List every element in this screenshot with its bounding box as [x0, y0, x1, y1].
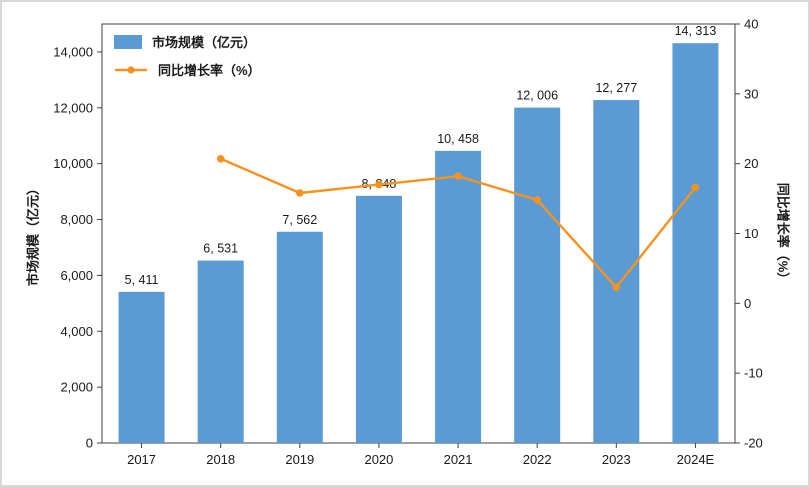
left-axis-tick-label: 6,000 [60, 268, 93, 283]
bar-value-label-2019: 7, 562 [282, 213, 317, 227]
growth-rate-point-2021 [454, 172, 462, 181]
x-axis-label-2018: 2018 [206, 452, 235, 467]
bar-2022 [514, 107, 561, 444]
right-axis-tick-label: -10 [744, 366, 763, 381]
x-axis-label-2024E: 2024E [677, 452, 715, 467]
right-axis-tick-label: 0 [744, 296, 751, 311]
right-axis-tick-label: 40 [744, 17, 758, 32]
legend: 市场规模（亿元） 同比增长率（%） [114, 32, 261, 79]
growth-rate-point-2020 [375, 180, 383, 189]
x-axis-label-2022: 2022 [523, 452, 552, 467]
right-axis-tick-label: 10 [744, 226, 758, 241]
bar-value-label-2023: 12, 277 [595, 81, 637, 95]
x-axis-label-2021: 2021 [444, 452, 473, 467]
bar-value-label-2024E: 14, 313 [675, 24, 717, 38]
left-axis-tick-label: 8,000 [60, 212, 93, 227]
left-axis-tick-label: 4,000 [60, 324, 93, 339]
right-axis-tick-label: 20 [744, 156, 758, 171]
left-axis-title: 市场规模（亿元） [25, 181, 41, 287]
left-axis-tick-label: 10,000 [53, 156, 93, 171]
left-axis-tick-label: 0 [86, 436, 93, 451]
bar-2023 [593, 100, 640, 443]
x-axis-label-2017: 2017 [127, 452, 156, 467]
x-axis-label-2019: 2019 [285, 452, 314, 467]
growth-rate-point-2018 [216, 154, 225, 163]
bar-2024E [672, 43, 719, 444]
bar-value-label-2017: 5, 411 [125, 273, 159, 287]
bar-2018 [197, 260, 244, 443]
line-series-swatch [115, 65, 147, 74]
x-axis-label-2020: 2020 [364, 452, 393, 467]
right-axis-title: 同比增长率（%） [775, 182, 791, 286]
right-axis-tick-label: -20 [744, 436, 763, 451]
growth-rate-point-2019 [296, 189, 304, 197]
plot-frame [101, 23, 736, 444]
growth-rate-point-2023 [612, 283, 621, 292]
left-axis-tick-label: 12,000 [53, 100, 93, 115]
legend-item-market-size: 市场规模（亿元） [114, 32, 261, 51]
left-axis-tick-label: 14,000 [53, 44, 93, 59]
bar-2017 [118, 291, 165, 443]
bar-2020 [355, 195, 402, 443]
bar-value-label-2018: 6, 531 [203, 242, 238, 256]
growth-rate-point-2022 [533, 196, 541, 204]
legend-label-market-size: 市场规模（亿元） [152, 35, 257, 50]
bar-series-swatch [114, 34, 142, 49]
x-axis-label-2023: 2023 [602, 452, 631, 467]
legend-item-growth-rate: 同比增长率（%） [114, 60, 261, 79]
bar-value-label-2022: 12, 006 [516, 89, 558, 103]
bar-value-label-2021: 10, 458 [437, 132, 479, 146]
bar-2019 [276, 231, 323, 443]
bar-2021 [435, 150, 482, 443]
growth-rate-point-2024E [691, 183, 700, 192]
legend-label-growth-rate: 同比增长率（%） [158, 63, 261, 78]
right-axis-tick-label: 30 [744, 86, 758, 101]
left-axis-tick-label: 2,000 [60, 380, 93, 395]
